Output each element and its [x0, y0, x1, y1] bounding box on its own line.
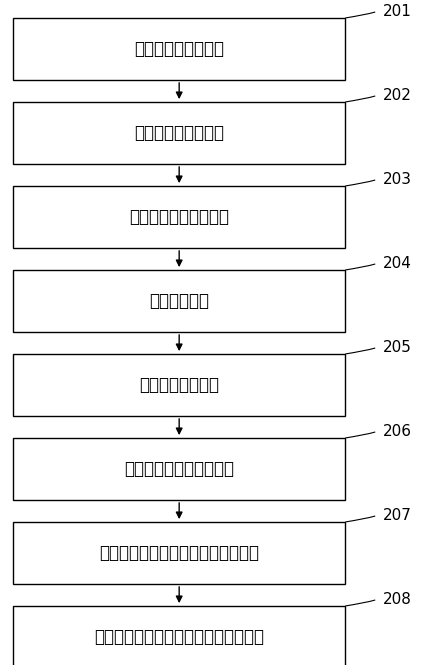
- Text: 201: 201: [383, 5, 412, 19]
- Text: 采样步长确定模块: 采样步长确定模块: [139, 376, 219, 394]
- Bar: [13, 270, 345, 332]
- Text: 205: 205: [383, 340, 412, 356]
- Bar: [13, 522, 345, 584]
- Bar: [13, 186, 345, 248]
- Text: 202: 202: [383, 88, 412, 104]
- Text: 203: 203: [383, 172, 412, 188]
- Text: 206: 206: [383, 424, 412, 440]
- Bar: [13, 438, 345, 500]
- Text: 204: 204: [383, 257, 412, 271]
- Bar: [13, 606, 345, 665]
- Text: 谐振频率点计算模块: 谐振频率点计算模块: [134, 40, 224, 58]
- Bar: [13, 354, 345, 416]
- Bar: [13, 102, 345, 164]
- Text: 仿真子频段的谐振响应曲线确定模块: 仿真子频段的谐振响应曲线确定模块: [99, 544, 259, 562]
- Text: 集成电路超宽频谐振响应曲线生成模块: 集成电路超宽频谐振响应曲线生成模块: [94, 628, 264, 646]
- Text: 新插入的频率点确定模块: 新插入的频率点确定模块: [124, 460, 234, 478]
- Text: 208: 208: [383, 593, 412, 608]
- Text: 插值处理模块: 插值处理模块: [149, 292, 209, 310]
- Bar: [13, 18, 345, 80]
- Text: 207: 207: [383, 509, 412, 523]
- Text: 初始频率点确定模块: 初始频率点确定模块: [134, 124, 224, 142]
- Text: 电磁响应序列确定模块: 电磁响应序列确定模块: [129, 208, 229, 226]
